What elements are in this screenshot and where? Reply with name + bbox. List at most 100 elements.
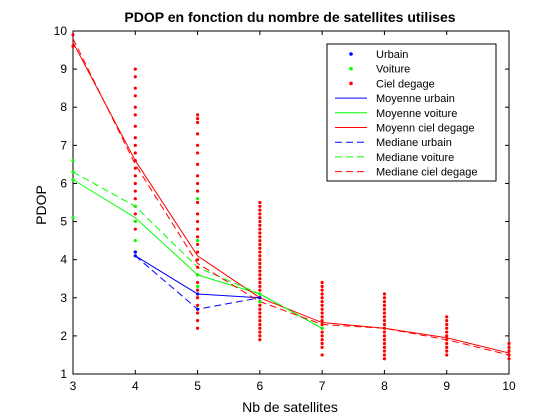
scatter-point [195,113,200,117]
scatter-point [133,189,137,193]
scatter-point [258,242,262,247]
scatter-point [320,299,324,304]
scatter-point [71,158,75,163]
scatter-point [133,174,137,178]
scatter-point [195,288,200,292]
legend-marker [349,81,353,86]
scatter-point [382,345,387,349]
scatter-point [195,212,200,216]
legend-label: Mediane voiture [376,152,454,164]
scatter-point [258,246,262,250]
y-tick-label: 10 [54,24,68,38]
y-tick-label: 3 [60,291,67,305]
scatter-point [195,151,200,155]
scatter-point [258,284,262,288]
axes-box [72,30,510,375]
scatter-point [195,265,200,269]
scatter-point [320,311,324,315]
scatter-point [445,338,449,342]
y-axis-label: PDOP [33,185,49,225]
line-series-mediane-ciel-degage [72,38,510,356]
scatter-point [382,353,387,357]
scatter-point [320,341,324,346]
x-tick-label: 6 [257,379,264,393]
scatter-point [445,319,449,323]
scatter-point [195,280,200,285]
scatter-point [445,315,449,319]
x-tick-label: 4 [132,379,139,393]
scatter-point [195,326,200,330]
scatter-point [320,330,324,334]
scatter-point [258,223,262,227]
scatter-point [195,219,200,224]
scatter-point [382,296,387,300]
scatter-point [320,307,324,311]
scatter-point [320,315,324,319]
scatter-point [133,113,137,117]
scatter-point [133,181,137,186]
scatter-point [445,341,449,346]
scatter-point [258,273,262,277]
legend-label: Voiture [376,64,410,76]
scatter-point [195,296,200,300]
scatter-point [133,143,137,147]
scatter-point [133,212,137,216]
scatter-point [445,349,449,353]
scatter-point [320,303,324,307]
scatter-point [195,162,200,166]
scatter-point [258,216,262,220]
x-tick-label: 3 [70,379,77,393]
scatter-point [382,326,387,330]
scatter-point [320,292,324,296]
scatter-point [445,345,449,349]
scatter-point [258,254,262,258]
scatter-point [258,227,262,231]
scatter-point [258,239,262,243]
scatter-point [258,258,262,262]
scatter-point [258,219,262,224]
scatter-point [195,258,200,262]
scatter-point [507,357,511,361]
scatter-point [258,250,262,254]
scatter-point [382,357,387,361]
scatter-point [133,105,137,109]
scatter-point [195,200,200,205]
scatter-point [445,322,449,327]
scatter-point [195,292,200,296]
scatter-point [320,326,324,330]
x-tick-label: 5 [194,379,201,393]
scatter-point [133,75,137,79]
scatter-point [133,136,137,140]
scatter-point [382,338,387,342]
scatter-point [507,349,511,353]
scatter-point [258,326,262,330]
y-tick-label: 5 [60,215,67,229]
scatter-point [195,303,200,307]
scatter-point [445,330,449,334]
scatter-point [382,303,387,307]
legend-label: Moyenn ciel degage [376,123,474,135]
scatter-point [133,197,137,201]
scatter-point [71,216,75,220]
scatter-point [382,322,387,327]
scatter-point [382,349,387,353]
scatter-point [258,261,262,266]
legend-label: Ciel degage [376,78,435,90]
scatter-point [133,67,137,71]
scatter-point [133,94,137,98]
scatter-point [258,330,262,334]
scatter-point [258,315,262,319]
scatter-point [195,273,200,277]
scatter-point [258,235,262,239]
x-axis-label: Nb de satellites [242,399,338,415]
scatter-point [195,311,200,315]
scatter-point [258,311,262,315]
scatter-point [320,284,324,288]
scatter-point [258,265,262,269]
scatter-point [133,227,137,231]
scatter-point [258,292,262,296]
scatter-point [195,319,200,323]
scatter-point [258,277,262,281]
scatter-point [195,197,200,201]
